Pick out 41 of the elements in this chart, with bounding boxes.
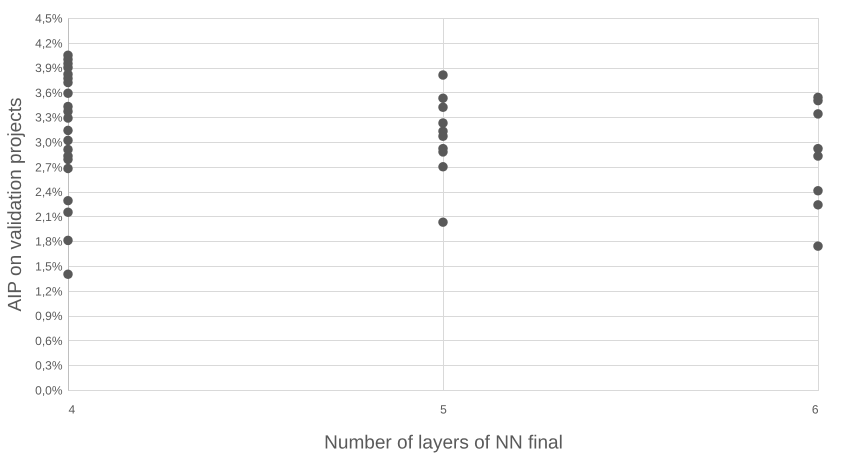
y-tick-label: 3,3% xyxy=(35,110,63,125)
y-tick-label: 0,0% xyxy=(35,384,63,398)
y-tick-label: 4,2% xyxy=(35,36,63,50)
y-tick-label: 2,1% xyxy=(35,210,63,224)
y-tick-label: 4,5% xyxy=(35,12,63,26)
point xyxy=(63,88,73,98)
y-tick-label: 2,4% xyxy=(35,185,63,200)
point xyxy=(813,241,823,251)
y-tick-label: 3,9% xyxy=(35,61,63,76)
point xyxy=(438,118,448,128)
y-tick-label: 3,0% xyxy=(35,136,63,150)
point xyxy=(63,208,73,217)
point xyxy=(63,126,73,136)
point xyxy=(63,236,73,246)
y-tick-label: 0,6% xyxy=(35,334,63,348)
y-tick-label: 0,3% xyxy=(35,358,63,373)
y-tick-label: 1,5% xyxy=(35,260,63,274)
x-tick-label: 4 xyxy=(68,402,76,416)
point xyxy=(813,109,823,119)
point xyxy=(63,136,73,146)
y-tick-label: 1,8% xyxy=(35,234,63,249)
point xyxy=(438,93,448,103)
point xyxy=(813,151,823,161)
y-tick-label: 2,7% xyxy=(35,160,63,174)
x-tick-label: 6 xyxy=(812,402,819,416)
point xyxy=(438,217,448,227)
x-axis-title: Number of layers of NN final xyxy=(324,432,563,454)
point xyxy=(438,70,448,80)
y-tick-label: 0,9% xyxy=(35,309,63,324)
y-tick-label: 3,6% xyxy=(35,86,63,100)
point xyxy=(63,270,73,279)
y-tick-label: 1,2% xyxy=(35,284,63,298)
x-tick-label: 5 xyxy=(440,402,448,416)
point xyxy=(63,196,73,206)
point xyxy=(813,200,823,210)
point xyxy=(63,164,73,174)
point xyxy=(438,102,448,112)
point xyxy=(63,113,73,123)
point xyxy=(813,186,823,196)
point xyxy=(438,162,448,172)
y-axis-title: AIP on validation projects xyxy=(5,97,26,312)
